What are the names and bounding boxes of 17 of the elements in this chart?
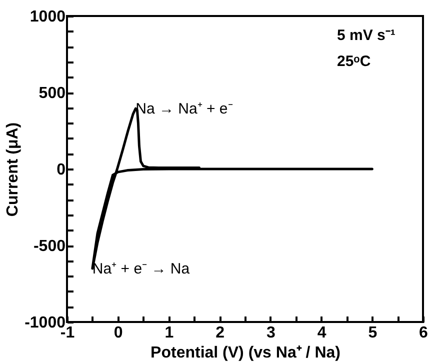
y-tick-label: 1000 [30, 8, 66, 26]
x-tick-label: 0 [114, 324, 123, 342]
y-axis-title: Current (μA) [4, 122, 22, 217]
annotation: Na⁺ + e⁻ → Na [92, 260, 190, 278]
x-tick-label: 4 [317, 324, 326, 342]
x-tick-label: 1 [164, 324, 174, 342]
annotation: 5 mV s⁻¹ [337, 27, 396, 44]
x-tick-label: 3 [266, 324, 276, 342]
x-axis-title: Potential (V) (vs Na⁺ / Na) [150, 344, 340, 362]
annotation: 25ᵒC [337, 53, 371, 70]
x-tick-label: 6 [419, 324, 428, 342]
y-tick-label: 500 [38, 85, 66, 102]
x-tick-label: 2 [216, 324, 225, 342]
y-tick-label: 0 [56, 162, 66, 178]
y-tick-label: -500 [33, 238, 66, 255]
x-tick-label: 5 [368, 324, 378, 342]
y-tick-label: -1000 [24, 314, 66, 332]
